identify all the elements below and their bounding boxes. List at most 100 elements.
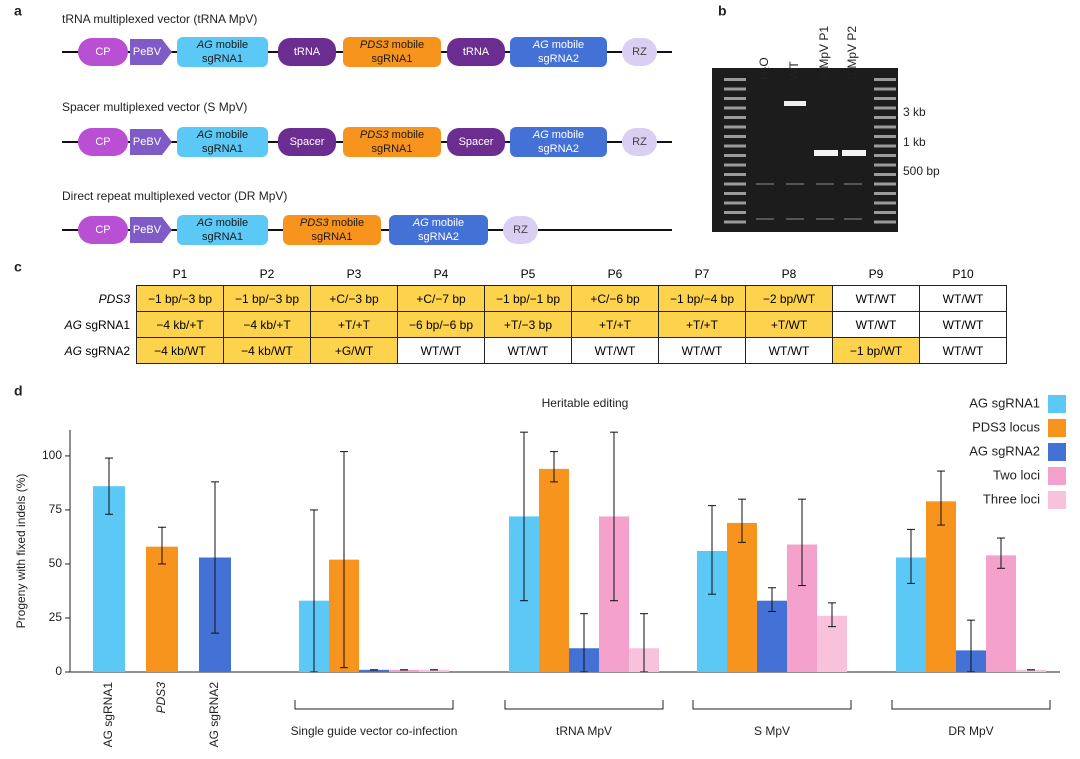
- ladder-band: [874, 201, 896, 205]
- genotype-table: P1 P2 P3 P4 P5 P6 P7 P8 P9 P10 PDS3 −1 bp/−3 bp −1 b…: [40, 263, 1007, 364]
- element-label: Spacer: [290, 136, 325, 148]
- column-header: P9: [868, 267, 884, 281]
- panel-label: c: [14, 259, 22, 275]
- ladder-band: [874, 182, 896, 186]
- element-label: AG mobile: [196, 217, 248, 229]
- vector-element: [78, 128, 128, 156]
- group-label: Single guide vector co-infection: [290, 724, 458, 738]
- ladder-band: [874, 220, 896, 224]
- ladder-band: [724, 144, 746, 148]
- element-label: sgRNA1: [202, 231, 243, 243]
- genotype-cell: +T/WT: [745, 311, 833, 338]
- element-gene: AG: [532, 39, 549, 51]
- genotype-cell: WT/WT: [832, 311, 920, 338]
- y-tick-label: 75: [49, 502, 63, 516]
- vector-element: [447, 38, 505, 66]
- legend-label: Two loci: [993, 467, 1040, 482]
- row-guide: sgRNA2: [85, 343, 130, 358]
- lane-label: WT: [787, 61, 801, 80]
- table-row: AG sgRNA2 −4 kb/WT −4 kb/WT +G/WT WT/WT WT/WT…: [40, 337, 1007, 364]
- vector-element: [343, 37, 441, 67]
- gel-band: [784, 101, 806, 106]
- column-header: P8: [781, 267, 797, 281]
- panel-label: b: [718, 3, 727, 19]
- ladder-band: [874, 163, 896, 167]
- element-label: sgRNA2: [538, 53, 579, 65]
- table-row: AG sgRNA1 −4 kb/+T −4 kb/+T +T/+T −6 bp/−6 b…: [40, 311, 1007, 338]
- element-label: RZ: [632, 46, 647, 58]
- bar: [93, 486, 125, 672]
- ladder-band: [874, 211, 896, 214]
- genotype-cell: −1 bp/−3 bp: [223, 285, 311, 312]
- ladder-band: [724, 192, 746, 195]
- element-label: sgRNA1: [202, 53, 243, 65]
- ladder-band: [724, 116, 746, 119]
- size-label: 500 bp: [903, 164, 940, 178]
- faint-band: [844, 218, 862, 220]
- element-gene: AG: [412, 217, 429, 229]
- element-label: AG mobile: [532, 129, 584, 141]
- y-tick-label: 25: [49, 610, 63, 624]
- column-header: P2: [259, 267, 275, 281]
- element-label: sgRNA1: [312, 231, 353, 243]
- vector-element: [177, 127, 268, 157]
- genotype-cell: −1 bp/−1 bp: [484, 285, 572, 312]
- element-label: AG mobile: [412, 217, 464, 229]
- group-label: DR MpV: [948, 724, 994, 738]
- genotype-cell: −1 bp/−4 bp: [658, 285, 746, 312]
- genotype-cell: WT/WT: [745, 337, 833, 364]
- ladder-band: [724, 97, 746, 100]
- element-label: CP: [95, 136, 110, 148]
- element-word: mobile: [216, 129, 248, 141]
- corner-cell: [40, 263, 137, 286]
- row-header: AG sgRNA1: [40, 312, 137, 338]
- column-header: P6: [607, 267, 623, 281]
- y-tick-label: 100: [42, 448, 62, 462]
- genotype-cell: WT/WT: [571, 337, 659, 364]
- ladder-band: [724, 201, 746, 205]
- element-label: PeBV: [133, 46, 162, 58]
- table-row: PDS3 −1 bp/−3 bp −1 bp/−3 bp +C/−3 bp +C/−7 …: [40, 285, 1007, 312]
- element-word: mobile: [332, 217, 364, 229]
- element-word: mobile: [552, 39, 584, 51]
- element-label: sgRNA1: [372, 53, 413, 65]
- element-label: RZ: [632, 136, 647, 148]
- panel-label: d: [14, 383, 23, 399]
- genotype-cell: +T/−3 bp: [484, 311, 572, 338]
- bar: [146, 546, 178, 672]
- genotype-cell: −4 kb/WT: [136, 337, 224, 364]
- element-label: sgRNA1: [372, 143, 413, 155]
- element-label: CP: [95, 46, 110, 58]
- element-label: PeBV: [133, 224, 162, 236]
- element-gene: PDS3: [360, 129, 390, 141]
- bar: [359, 669, 389, 672]
- element-gene: AG: [196, 129, 213, 141]
- vector-element: [622, 128, 657, 156]
- element-label: tRNA: [294, 46, 321, 58]
- vector-element: [447, 128, 505, 156]
- element-label: PDS3 mobile: [300, 217, 364, 229]
- element-label: AG mobile: [532, 39, 584, 51]
- ladder-band: [724, 211, 746, 214]
- element-label: AG mobile: [196, 129, 248, 141]
- faint-band: [756, 183, 774, 185]
- row-header: AG sgRNA2: [40, 338, 137, 364]
- faint-band: [786, 183, 804, 185]
- ladder-band: [874, 78, 896, 81]
- legend-swatch: [1048, 395, 1066, 413]
- legend-label: AG sgRNA2: [969, 443, 1040, 458]
- bar: [926, 501, 956, 672]
- genotype-cell: +C/−6 bp: [571, 285, 659, 312]
- element-label: sgRNA1: [202, 143, 243, 155]
- ladder-band: [874, 87, 896, 91]
- genotype-cell: +G/WT: [310, 337, 398, 364]
- ladder-band: [874, 116, 896, 119]
- genotype-cell: +C/−7 bp: [397, 285, 485, 312]
- element-gene: PDS3: [360, 39, 390, 51]
- y-tick-label: 0: [55, 664, 62, 678]
- bar: [389, 669, 419, 672]
- genotype-cell: WT/WT: [919, 311, 1007, 338]
- panel-label: a: [14, 3, 22, 19]
- element-label: tRNA: [463, 46, 490, 58]
